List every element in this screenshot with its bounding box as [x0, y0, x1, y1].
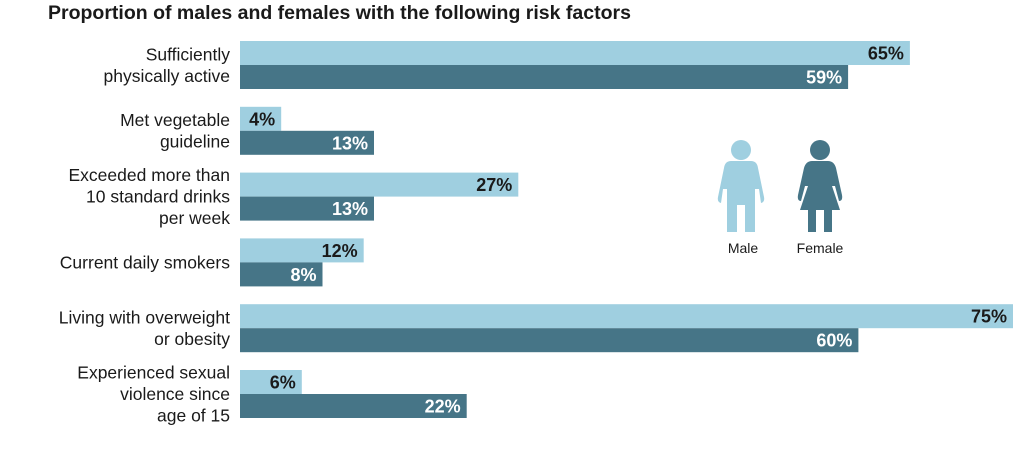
bar-male	[240, 238, 364, 263]
bar-female	[240, 394, 467, 418]
legend-male: Male	[717, 140, 765, 256]
legend-female: Female	[797, 140, 844, 256]
category-label: Experienced sexual violence since age of 1…	[77, 363, 230, 426]
value-label-female: 60%	[816, 331, 852, 351]
category-label: Sufficiently physically active	[104, 44, 231, 86]
category-label: Met vegetable guideline	[120, 110, 230, 152]
bar-female	[240, 328, 859, 353]
category-label-line: Exceeded more than	[69, 165, 231, 185]
category-label-line: violence since	[120, 384, 230, 404]
category-label-line: Met vegetable	[120, 110, 230, 130]
value-label-male: 4%	[249, 109, 275, 129]
bar-female	[240, 130, 374, 155]
category-label-line: guideline	[160, 132, 230, 152]
value-label-male: 27%	[476, 175, 512, 195]
category-label-line: Living with overweight	[59, 307, 230, 327]
bar-male	[240, 304, 1013, 329]
male-figure-icon	[717, 140, 765, 232]
category-label: Exceeded more than 10 standard drinks per …	[69, 165, 231, 228]
bars-layer	[240, 41, 1013, 418]
category-label-line: age of 15	[157, 406, 230, 426]
category-label: Living with overweight or obesity	[59, 307, 230, 349]
legend: Male Female	[717, 140, 844, 256]
value-label-male: 75%	[971, 307, 1007, 327]
value-label-female: 8%	[290, 265, 316, 285]
value-label-male: 6%	[270, 373, 296, 393]
bar-male	[240, 106, 282, 131]
female-figure-icon	[797, 140, 843, 232]
bar-male	[240, 172, 519, 197]
bar-female	[240, 262, 323, 287]
value-label-male: 65%	[868, 44, 904, 64]
category-label-line: or obesity	[154, 329, 230, 349]
category-label-line: physically active	[104, 66, 230, 86]
labels-layer: Sufficiently physically active 65% 59% Met v…	[59, 44, 1007, 426]
bar-male	[240, 41, 910, 65]
value-label-female: 13%	[332, 199, 368, 219]
value-label-female: 59%	[806, 68, 842, 88]
category-label-line: 10 standard drinks	[86, 187, 230, 207]
value-label-female: 22%	[425, 397, 461, 417]
legend-female-label: Female	[797, 240, 844, 256]
bar-male	[240, 370, 302, 394]
legend-male-label: Male	[728, 240, 759, 256]
bar-female	[240, 65, 849, 89]
chart-title: Proportion of males and females with the…	[48, 2, 631, 24]
value-label-female: 13%	[332, 133, 368, 153]
category-label: Current daily smokers	[60, 252, 230, 272]
value-label-male: 12%	[322, 241, 358, 261]
category-label-line: Current daily smokers	[60, 252, 230, 272]
bar-female	[240, 196, 374, 221]
category-label-line: per week	[159, 208, 230, 228]
category-label-line: Sufficiently	[146, 44, 231, 64]
category-label-line: Experienced sexual	[77, 363, 230, 383]
